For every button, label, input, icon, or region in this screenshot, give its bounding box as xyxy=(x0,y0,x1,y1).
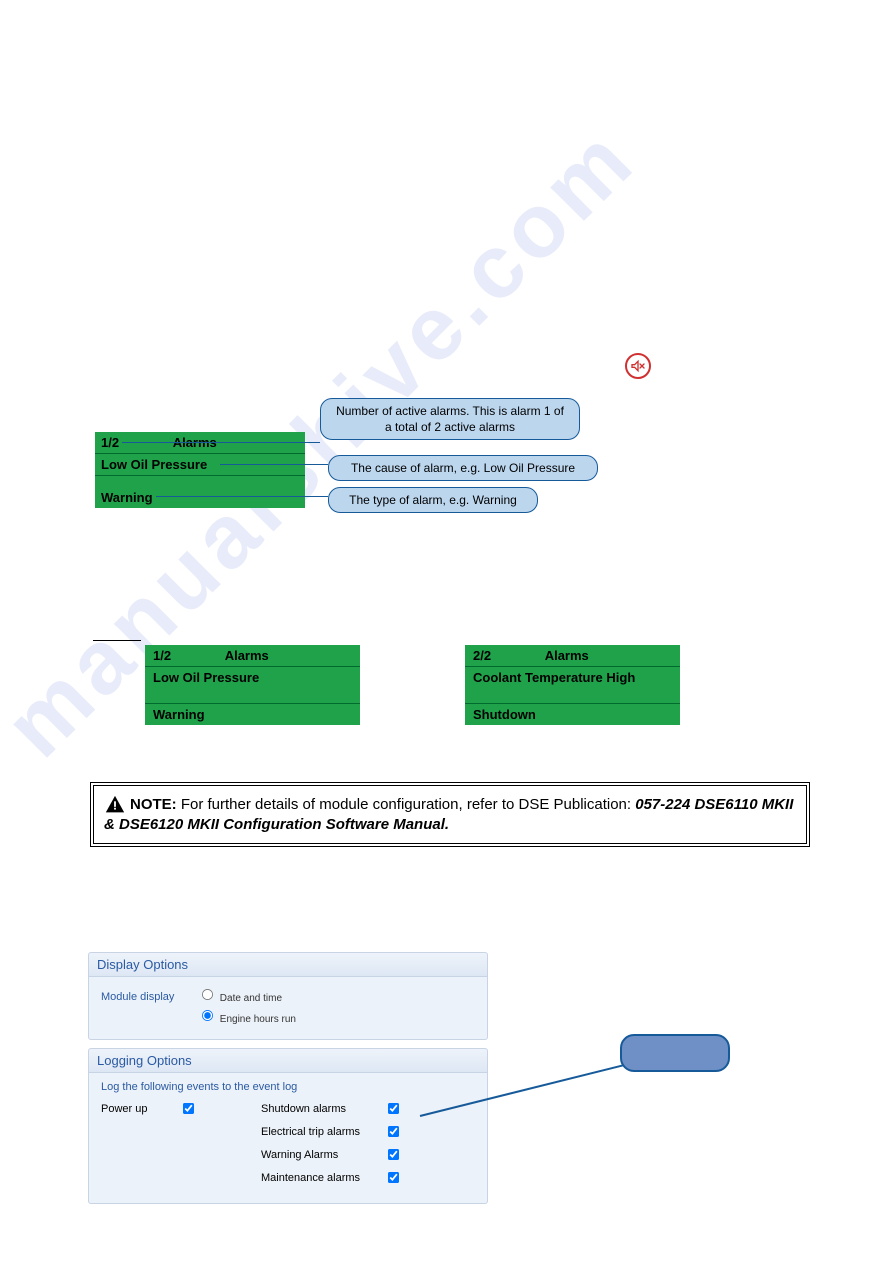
log-label: Power up xyxy=(101,1103,176,1115)
alarm-count: 1/2 xyxy=(153,648,171,663)
radio-label: Engine hours run xyxy=(220,1014,296,1025)
connector-line xyxy=(122,442,320,443)
callout-logging xyxy=(620,1034,730,1072)
callout-cause: The cause of alarm, e.g. Low Oil Pressur… xyxy=(328,455,598,481)
alarm-count: 1/2 xyxy=(101,435,119,450)
panel-title: Logging Options xyxy=(89,1049,487,1073)
connector-line xyxy=(156,496,328,497)
radio-date-time[interactable]: Date and time xyxy=(196,985,296,1006)
alarm-example-1: 1/2 Alarms Low Oil Pressure Warning xyxy=(145,645,360,725)
radio-engine-hours[interactable]: Engine hours run xyxy=(196,1006,296,1027)
warning-triangle-icon xyxy=(104,794,126,816)
warning-alarms-checkbox[interactable] xyxy=(388,1149,399,1160)
callout-type: The type of alarm, e.g. Warning xyxy=(328,487,538,513)
logging-header: Log the following events to the event lo… xyxy=(101,1081,477,1093)
logging-options-panel: Logging Options Log the following events… xyxy=(88,1048,488,1204)
maintenance-alarms-checkbox[interactable] xyxy=(388,1172,399,1183)
alarm-cause-row: Low Oil Pressure xyxy=(145,667,360,704)
log-label: Warning Alarms xyxy=(261,1149,381,1161)
example-underline xyxy=(93,640,141,641)
powerup-checkbox[interactable] xyxy=(183,1103,194,1114)
alarm-mute-icon xyxy=(625,353,651,379)
alarm-cause-row: Coolant Temperature High xyxy=(465,667,680,704)
callout-count: Number of active alarms. This is alarm 1… xyxy=(320,398,580,440)
alarm-title: Alarms xyxy=(225,648,269,663)
log-label: Maintenance alarms xyxy=(261,1172,381,1184)
config-panel: Display Options Module display Date and … xyxy=(88,952,488,1212)
note-label: NOTE: xyxy=(130,796,177,813)
alarm-header-row: 1/2 Alarms xyxy=(95,432,305,454)
shutdown-alarms-checkbox[interactable] xyxy=(388,1103,399,1114)
alarm-type-row: Shutdown xyxy=(465,704,680,725)
alarm-example-2: 2/2 Alarms Coolant Temperature High Shut… xyxy=(465,645,680,725)
radio-label: Date and time xyxy=(220,993,282,1004)
log-label: Shutdown alarms xyxy=(261,1103,381,1115)
panel-title: Display Options xyxy=(89,953,487,977)
alarm-type-row: Warning xyxy=(95,476,305,508)
alarm-title: Alarms xyxy=(545,648,589,663)
electrical-trip-checkbox[interactable] xyxy=(388,1126,399,1137)
alarm-count: 2/2 xyxy=(473,648,491,663)
alarm-cause-row: Low Oil Pressure xyxy=(95,454,305,476)
alarm-header-row: 1/2 Alarms xyxy=(145,645,360,667)
note-body: For further details of module configurat… xyxy=(177,796,636,813)
log-label: Electrical trip alarms xyxy=(261,1126,381,1138)
display-options-panel: Display Options Module display Date and … xyxy=(88,952,488,1040)
alarm-header-row: 2/2 Alarms xyxy=(465,645,680,667)
connector-line xyxy=(220,464,328,465)
alarm-type-row: Warning xyxy=(145,704,360,725)
note-box: NOTE: For further details of module conf… xyxy=(90,782,810,847)
module-display-label: Module display xyxy=(101,985,196,1027)
